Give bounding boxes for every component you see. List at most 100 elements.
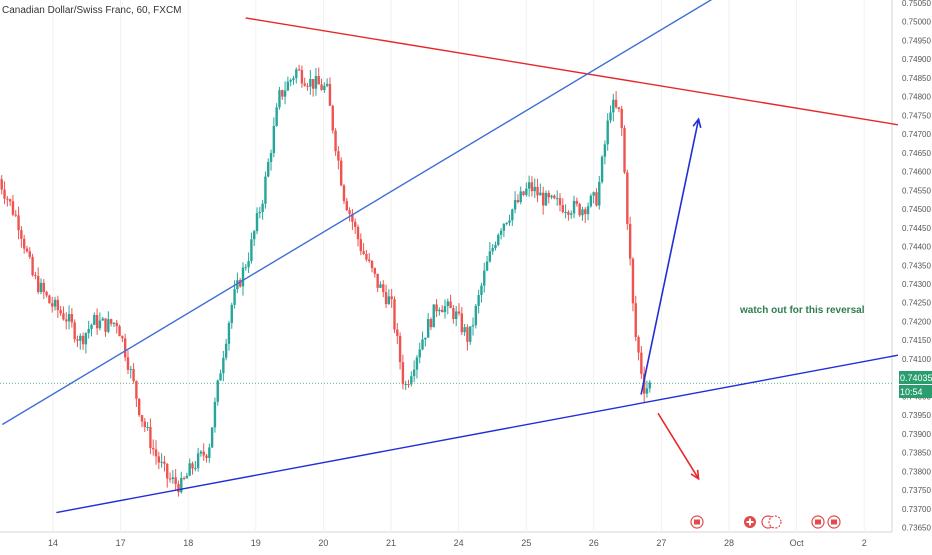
candle-body xyxy=(626,172,628,224)
price-tick-label: 0.74100 xyxy=(902,355,931,364)
time-tick-label: 21 xyxy=(386,538,396,548)
candle-body xyxy=(444,306,446,312)
candle-body xyxy=(489,251,491,261)
annotation-text[interactable]: watch out for this reversal xyxy=(739,305,865,316)
candle-body xyxy=(491,248,493,251)
candle-body xyxy=(332,106,334,131)
price-tick-label: 0.74150 xyxy=(902,336,931,345)
candle-body xyxy=(186,476,188,479)
candle-body xyxy=(59,310,61,313)
candle-body xyxy=(584,209,586,214)
candle-body xyxy=(447,301,449,306)
candle-body xyxy=(15,215,17,216)
price-tick-label: 0.74200 xyxy=(902,317,931,326)
candle-body xyxy=(508,220,510,223)
candle-body xyxy=(548,193,550,197)
candle-body xyxy=(320,84,322,90)
candle-body xyxy=(399,336,401,362)
candle-body xyxy=(635,303,637,337)
candle-body xyxy=(26,249,28,252)
candle-body xyxy=(629,224,631,259)
candle-body xyxy=(141,415,143,421)
candle-body xyxy=(160,462,162,463)
candle-body xyxy=(494,245,496,248)
candle-body xyxy=(590,196,592,207)
candle-body xyxy=(346,201,348,210)
candle-body xyxy=(222,358,224,374)
candle-body xyxy=(267,162,269,177)
candle-body xyxy=(163,462,165,464)
event-cluster-icon[interactable] xyxy=(762,516,781,528)
candle-body xyxy=(146,427,148,428)
candle-body xyxy=(298,69,300,70)
candle-body xyxy=(469,326,471,342)
canada-event-icon[interactable] xyxy=(812,516,824,528)
candle-body xyxy=(472,325,474,326)
candle-body xyxy=(219,373,221,380)
candle-body xyxy=(250,239,252,261)
candle-body xyxy=(20,230,22,239)
time-tick-label: 2 xyxy=(862,538,867,548)
price-tick-label: 0.74800 xyxy=(902,93,931,102)
canada-flag-icon[interactable] xyxy=(691,516,703,528)
symbol-title: Canadian Dollar/Swiss Franc, 60, FXCM xyxy=(2,5,182,16)
price-tick-label: 0.74300 xyxy=(902,280,931,289)
candle-body xyxy=(390,296,392,299)
price-tick-label: 0.73750 xyxy=(902,486,931,495)
time-tick-label: 26 xyxy=(589,538,599,548)
candle-body xyxy=(371,261,373,268)
candle-body xyxy=(29,251,31,257)
candle-body xyxy=(306,86,308,87)
candle-body xyxy=(621,109,623,128)
candle-body xyxy=(158,456,160,462)
candle-body xyxy=(256,213,258,231)
candle-body xyxy=(486,262,488,271)
candle-body xyxy=(379,284,381,288)
price-tick-label: 0.73800 xyxy=(902,467,931,476)
canada-event-icon-2[interactable] xyxy=(828,516,840,528)
candle-body xyxy=(623,128,625,172)
candle-body xyxy=(34,275,36,276)
candle-body xyxy=(259,212,261,213)
candle-body xyxy=(601,157,603,182)
candle-body xyxy=(536,187,538,195)
candle-body xyxy=(475,306,477,325)
candle-body xyxy=(191,463,193,468)
swiss-flag-icon[interactable] xyxy=(744,516,756,528)
candle-body xyxy=(649,382,651,388)
candle-body xyxy=(57,300,59,310)
price-axis-labels: 0.750500.750000.749500.749000.748500.748… xyxy=(902,0,931,533)
candle-body xyxy=(247,261,249,267)
candle-body xyxy=(281,90,283,97)
candle-body xyxy=(205,456,207,458)
candle-body xyxy=(334,131,336,152)
candle-body xyxy=(525,189,527,195)
price-tick-label: 0.74900 xyxy=(902,55,931,64)
candle-body xyxy=(166,464,168,479)
candle-body xyxy=(461,313,463,332)
price-tick-label: 0.74550 xyxy=(902,186,931,195)
candle-body xyxy=(615,100,617,107)
candle-body xyxy=(264,177,266,204)
candle-body xyxy=(402,362,404,384)
price-tick-label: 0.74700 xyxy=(902,130,931,139)
candle-body xyxy=(503,224,505,231)
candle-body xyxy=(214,402,216,428)
candle-body xyxy=(587,206,589,214)
time-tick-label: 18 xyxy=(183,538,193,548)
candle-body xyxy=(118,326,120,336)
candle-body xyxy=(79,336,81,341)
price-tick-label: 0.74250 xyxy=(902,299,931,308)
candle-body xyxy=(592,192,594,196)
candle-body xyxy=(564,212,566,213)
candle-body xyxy=(71,314,73,322)
candle-body xyxy=(438,310,440,311)
candle-body xyxy=(534,187,536,191)
candle-body xyxy=(388,296,390,304)
candle-body xyxy=(43,283,45,292)
price-tick-label: 0.74850 xyxy=(902,74,931,83)
candle-body xyxy=(177,484,179,492)
candle-body xyxy=(410,376,412,384)
candle-body xyxy=(174,477,176,484)
